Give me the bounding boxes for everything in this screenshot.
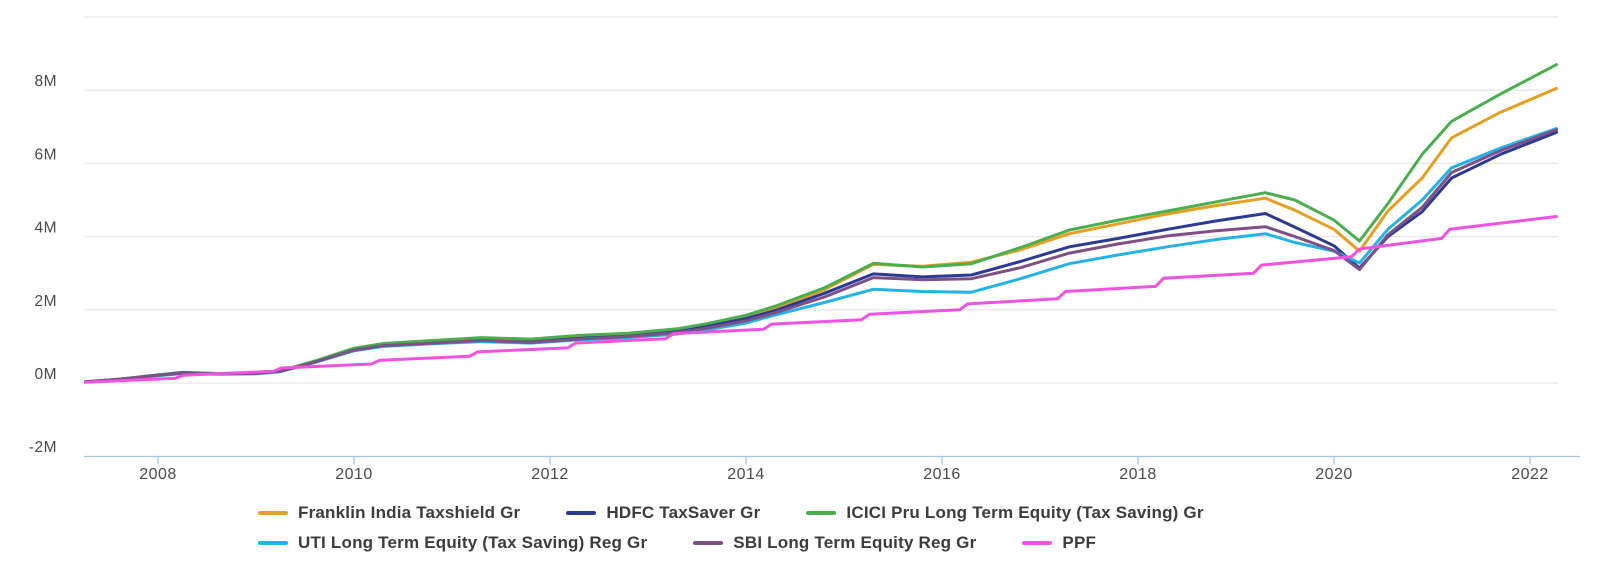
legend-label: ICICI Pru Long Term Equity (Tax Saving) …	[846, 503, 1204, 522]
x-tick-label: 2008	[139, 466, 177, 483]
legend-item-icici[interactable]: ICICI Pru Long Term Equity (Tax Saving) …	[806, 503, 1203, 523]
legend-label: UTI Long Term Equity (Tax Saving) Reg Gr	[298, 533, 648, 552]
y-tick-label: 2M	[34, 293, 57, 310]
series-line-2[interactable]	[84, 63, 1558, 384]
legend-line-swatch-icon	[258, 541, 288, 545]
x-tick-label: 2014	[727, 466, 765, 483]
chart-legend: Franklin India Taxshield Gr HDFC TaxSave…	[258, 503, 1204, 553]
legend-label: SBI Long Term Equity Reg Gr	[733, 533, 977, 552]
legend-label: Franklin India Taxshield Gr	[298, 503, 521, 522]
legend-item-hdfc[interactable]: HDFC TaxSaver Gr	[566, 503, 760, 523]
y-tick-label: 6M	[34, 146, 57, 163]
series-line-5[interactable]	[84, 215, 1558, 384]
y-tick-label: 4M	[34, 220, 57, 237]
legend-line-swatch-icon	[258, 511, 288, 515]
y-tick-label: 8M	[34, 73, 57, 90]
x-tick-label: 2016	[923, 466, 961, 483]
x-tick-label: 2012	[531, 466, 569, 483]
legend-row-1: Franklin India Taxshield Gr HDFC TaxSave…	[258, 503, 1204, 523]
legend-label: HDFC TaxSaver Gr	[606, 503, 761, 522]
legend-item-uti[interactable]: UTI Long Term Equity (Tax Saving) Reg Gr	[258, 533, 647, 553]
legend-item-sbi[interactable]: SBI Long Term Equity Reg Gr	[693, 533, 976, 553]
series-line-4[interactable]	[84, 128, 1558, 384]
legend-item-franklin[interactable]: Franklin India Taxshield Gr	[258, 503, 520, 523]
series-line-3[interactable]	[84, 127, 1558, 384]
x-tick-label: 2020	[1315, 466, 1353, 483]
x-tick-label: 2010	[335, 466, 373, 483]
legend-label: PPF	[1062, 533, 1097, 552]
series-line-0[interactable]	[84, 86, 1558, 384]
x-tick-label: 2018	[1119, 466, 1157, 483]
legend-line-swatch-icon	[1022, 541, 1053, 545]
legend-line-swatch-icon	[566, 511, 597, 515]
y-tick-label: 0M	[34, 366, 57, 383]
legend-row-2: UTI Long Term Equity (Tax Saving) Reg Gr…	[258, 533, 1204, 553]
chart-plot-area: -2M 0M 2M 4M 6M 8M 2008 2010 2012 2014 2016 2018 202…	[29, 16, 1580, 483]
legend-item-ppf[interactable]: PPF	[1022, 533, 1096, 553]
legend-line-swatch-icon	[806, 511, 837, 515]
x-tick-label: 2022	[1511, 466, 1549, 483]
legend-line-swatch-icon	[693, 541, 724, 545]
y-tick-label: -2M	[29, 439, 57, 456]
